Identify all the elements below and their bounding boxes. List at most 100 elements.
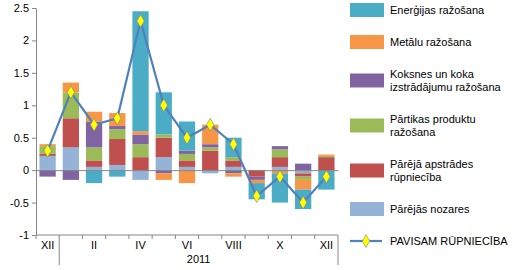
bar [132,11,148,131]
tick-mark [32,138,36,139]
legend-label: PAVISAM RŪPNIECĪBA [390,235,508,247]
legend-label: Pārējā apstrādesrūpniecība [390,158,474,183]
bar [132,144,148,157]
legend-label: Metālu ražošana [390,36,472,48]
tick-label: 1 [23,99,29,111]
tick-label: 1.5 [14,67,29,79]
bar-series [39,118,334,176]
legend-swatch [350,74,384,88]
line [48,21,327,203]
separator [175,235,176,239]
marker [114,112,121,125]
bar [318,155,334,156]
bar [272,149,288,157]
axis-line [36,9,37,236]
tick-mark [32,73,36,74]
x-axis [37,170,339,172]
marker [207,118,214,131]
separator [59,235,60,265]
axis-line [37,170,339,171]
separator [198,235,199,239]
tick-mark [32,40,36,41]
bar [132,157,148,170]
marker [90,118,97,131]
separator [152,235,153,239]
legend-label: Koksnes un kokaizstrādājumu ražošana [390,68,502,93]
tick-label: VIII [225,239,242,251]
bar [86,160,102,166]
separator [82,235,83,239]
tick-label: 0.5 [14,132,29,144]
bar [225,160,241,166]
tick-mark [32,235,36,236]
legend-item: Enerģijas ražošana [350,3,485,17]
bar [132,134,148,144]
bar [295,180,311,190]
tick-mark [32,8,36,9]
bar [295,177,311,180]
marker [253,190,260,203]
bar [86,167,102,170]
marker [230,138,237,151]
bar [86,170,102,183]
bar [179,154,195,160]
tick-label: 2 [23,34,29,46]
separator [128,235,129,239]
bar [109,129,125,139]
marker [160,99,167,112]
separator [268,235,269,239]
bar [202,147,218,150]
bar [318,170,334,189]
marker [276,170,283,183]
legend-swatch [350,202,384,216]
tick-label: II [91,239,97,251]
x-tick-labels: XIIIIIVVIVIIIXXII [41,239,333,251]
bar [225,173,241,176]
tick: -0.5 [10,197,36,209]
bar [295,173,311,176]
bar [295,190,311,209]
marker [299,196,306,209]
bar [249,177,265,180]
bar-series [86,11,335,209]
tick: 1.5 [14,67,36,79]
legend-label: Pārējās nozares [390,203,470,215]
bar [202,144,218,147]
tick: -1 [19,229,36,241]
separator [36,235,37,239]
tick: 2 [23,34,36,46]
tick: 0.5 [14,132,36,144]
plot-area [39,11,334,209]
legend-swatch [350,119,384,133]
bar [132,131,148,134]
legend: Enerģijas ražošana Metālu ražošana Koksnes… [350,3,508,247]
bar [179,122,195,151]
bar [225,167,241,170]
category-separators [36,235,338,265]
bar [272,146,288,149]
tick-label: 2.5 [14,2,29,14]
legend-swatch [350,35,384,49]
bar [179,170,195,183]
bar [179,151,195,154]
bar [318,157,334,170]
bar [63,118,79,147]
marker [44,144,51,157]
separator [291,235,292,239]
bar [109,126,125,129]
tick-label: XII [41,239,54,251]
tick-label: -1 [19,229,29,241]
marker [67,86,74,99]
bar [272,157,288,167]
marker [137,15,144,28]
bar-series [39,92,334,180]
marker [183,131,190,144]
legend-item: Pārējā apstrādesrūpniecība [350,158,474,183]
separator [221,235,222,239]
bar [318,156,334,157]
tick-label: IV [135,239,146,251]
tick-mark [32,105,36,106]
legend-label: Enerģijas ražošana [390,4,485,16]
tick-label: XII [320,239,333,251]
legend-item: Koksnes un kokaizstrādājumu ražošana [350,68,502,93]
